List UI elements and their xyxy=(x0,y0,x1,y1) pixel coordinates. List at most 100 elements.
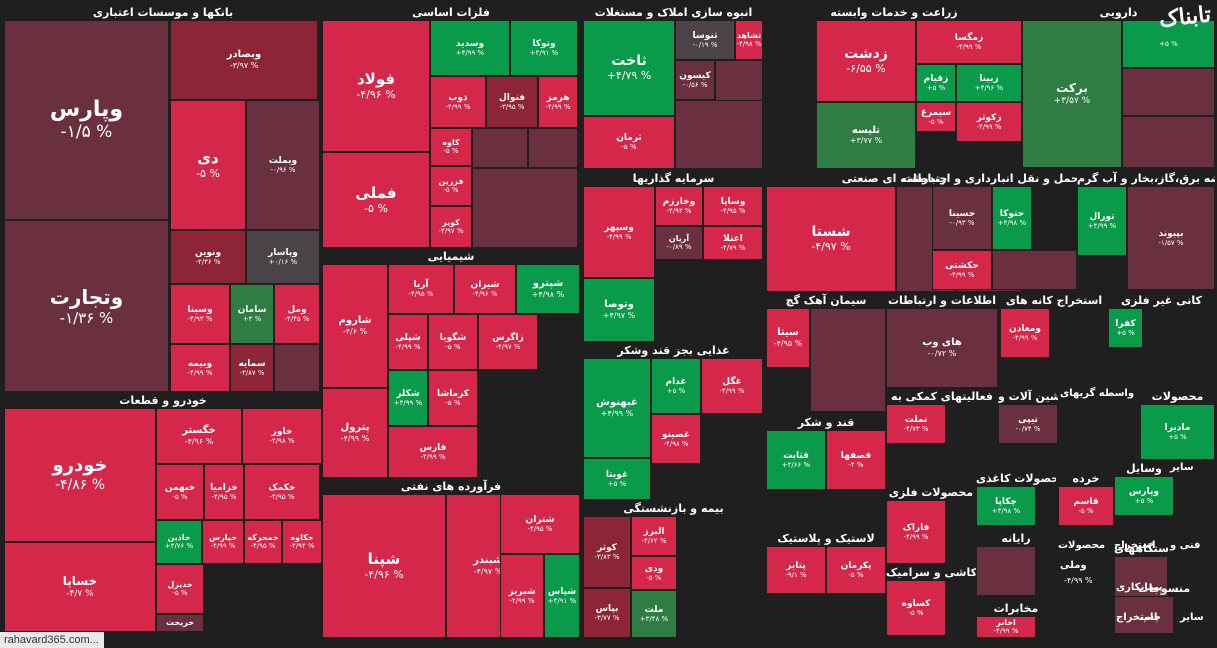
stock-tile[interactable]: حتوکا +۴/۹۸ % xyxy=(992,186,1032,250)
stock-tile[interactable] xyxy=(472,168,578,248)
stock-tile[interactable]: هرمز -۴/۹۹ % xyxy=(538,76,578,128)
stock-tile[interactable]: زدشت -۶/۵۵ % xyxy=(816,20,916,102)
stock-tile[interactable]: خبهمن -۵ % xyxy=(156,464,204,520)
stock-tile[interactable]: وتجارت -۱/۳۶ % xyxy=(4,220,169,392)
stock-tile[interactable]: زکوثر -۴/۹۹ % xyxy=(956,102,1022,142)
stock-tile[interactable]: فارس -۴/۹۹ % xyxy=(388,426,478,478)
stock-tile[interactable]: کوثر -۳/۸۳ % xyxy=(583,516,631,588)
stock-tile[interactable]: وساپا -۴/۹۵ % xyxy=(703,186,763,226)
stock-tile[interactable]: شپلی -۴/۹۹ % xyxy=(388,314,428,370)
stock-tile[interactable]: کویر -۴/۹۷ % xyxy=(430,206,472,248)
stock-tile[interactable] xyxy=(528,128,578,168)
stock-tile[interactable]: زقیام +۵ % xyxy=(916,64,956,102)
stock-tile[interactable]: ومعادن -۴/۹۹ % xyxy=(1000,308,1050,358)
stock-tile[interactable]: شپاس +۴/۹۱ % xyxy=(544,554,580,638)
stock-tile[interactable] xyxy=(675,100,763,169)
stock-tile[interactable]: فملی -۵ % xyxy=(322,152,430,248)
stock-tile[interactable]: وپاسار +۰/۱۶ % xyxy=(246,230,320,284)
stock-tile[interactable]: شپترو +۴/۹۸ % xyxy=(516,264,580,314)
stock-tile[interactable]: آریان -۰/۸۹ % xyxy=(655,226,703,260)
stock-tile[interactable]: شکلر +۴/۹۹ % xyxy=(388,370,428,426)
stock-tile[interactable] xyxy=(1122,116,1215,168)
stock-tile[interactable]: وپارس +۵ % xyxy=(1114,476,1174,516)
stock-tile[interactable]: کساوه -۵ % xyxy=(886,580,946,636)
stock-tile[interactable]: شتران -۴/۹۵ % xyxy=(500,494,580,554)
stock-tile[interactable]: خپارس -۴/۹۹ % xyxy=(202,520,244,564)
stock-tile[interactable]: سمایه -۳/۸۷ % xyxy=(230,344,274,392)
stock-tile[interactable]: بپاس -۳/۷۷ % xyxy=(583,588,631,638)
stock-tile[interactable]: ثشاهد -۴/۹۸ % xyxy=(735,20,763,60)
stock-tile[interactable]: خساپا -۴/۷ % xyxy=(4,542,156,632)
stock-tile[interactable]: حسینا -۰/۹۳ % xyxy=(932,186,992,250)
stock-tile[interactable]: سامان +۳ % xyxy=(230,284,274,344)
stock-tile[interactable]: ذوب -۴/۹۹ % xyxy=(430,76,486,128)
stock-tile[interactable]: غصینو -۴/۹۸ % xyxy=(651,414,701,464)
stock-tile[interactable]: فزرین -۵ % xyxy=(430,166,472,206)
stock-tile[interactable]: ثنوسا -۰/۱۹ % xyxy=(675,20,735,60)
stock-tile[interactable]: وتوکا +۴/۹۱ % xyxy=(510,20,578,76)
stock-tile[interactable]: +۵ % xyxy=(1122,20,1215,68)
stock-tile[interactable]: شپنا -۴/۹۶ % xyxy=(322,494,446,638)
stock-tile[interactable]: شیران -۴/۹۶ % xyxy=(454,264,516,314)
stock-tile[interactable]: ثرمان -۵ % xyxy=(583,116,675,169)
stock-tile[interactable]: تورال +۴/۹۹ % xyxy=(1077,186,1127,256)
stock-tile[interactable]: کفرا +۵ % xyxy=(1108,308,1143,348)
stock-tile[interactable]: کیسون -۰/۵۶ % xyxy=(675,60,715,100)
stock-tile[interactable]: زاگرس -۴/۹۷ % xyxy=(478,314,538,370)
stock-tile[interactable]: شبریز -۴/۹۹ % xyxy=(500,554,544,638)
stock-tile[interactable]: زمگسا -۴/۹۹ % xyxy=(916,20,1022,64)
stock-tile[interactable]: آریا -۴/۹۵ % xyxy=(388,264,454,314)
stock-tile[interactable]: تلیسه +۳/۷۷ % xyxy=(816,102,916,169)
stock-tile[interactable]: وخارزم -۴/۹۳ % xyxy=(655,186,703,226)
stock-tile[interactable] xyxy=(1114,596,1174,634)
stock-tile[interactable]: برکت +۳/۵۷ % xyxy=(1022,20,1122,168)
stock-tile[interactable] xyxy=(810,308,886,412)
stock-tile[interactable]: وتوصا +۴/۹۷ % xyxy=(583,278,655,342)
stock-tile[interactable]: بپیوند -۱/۵۷ % xyxy=(1127,186,1215,290)
stock-tile[interactable]: خودرو -۴/۸۶ % xyxy=(4,408,156,542)
stock-tile[interactable]: ونوین -۲/۳۶ % xyxy=(170,230,246,284)
stock-tile[interactable]: وپارس -۱/۵ % xyxy=(4,20,169,220)
stock-tile[interactable]: اعتلا -۴/۷۹ % xyxy=(703,226,763,260)
stock-tile[interactable] xyxy=(274,344,320,392)
stock-tile[interactable]: ودی -۵ % xyxy=(631,556,677,590)
stock-tile[interactable]: شاروم -۴/۶ % xyxy=(322,264,388,388)
stock-tile[interactable]: ثاخت +۴/۷۹ % xyxy=(583,20,675,116)
stock-tile[interactable] xyxy=(992,250,1077,290)
stock-tile[interactable]: تملت -۴/۷۳ % xyxy=(886,404,946,444)
stock-tile[interactable]: خزامیا -۴/۹۵ % xyxy=(204,464,244,520)
stock-tile[interactable]: چکاپا +۴/۹۸ % xyxy=(976,486,1036,526)
stock-tile[interactable]: وسدید +۴/۹۹ % xyxy=(430,20,510,76)
stock-tile[interactable]: تیپی -۰/۷۴ % xyxy=(998,404,1058,444)
stock-tile[interactable]: غگل -۴/۹۹ % xyxy=(701,358,763,414)
stock-tile[interactable]: غدام +۵ % xyxy=(651,358,701,414)
stock-tile[interactable]: سیمرغ -۵ % xyxy=(916,102,956,132)
stock-tile[interactable] xyxy=(976,546,1036,596)
stock-tile[interactable]: کرماشا -۵ % xyxy=(428,370,478,426)
stock-tile[interactable]: وسپهر -۴/۹۹ % xyxy=(583,186,655,278)
stock-tile[interactable]: مادیرا +۵ % xyxy=(1140,404,1215,460)
stock-tile[interactable]: پترول -۴/۹۹ % xyxy=(322,388,388,478)
stock-tile[interactable]: غویتا +۵ % xyxy=(583,458,651,500)
stock-tile[interactable]: وسینا -۴/۹۳ % xyxy=(170,284,230,344)
stock-tile[interactable]: اخابر -۴/۹۹ % xyxy=(976,616,1036,638)
stock-tile[interactable]: خاذین +۴/۷۶ % xyxy=(156,520,202,564)
stock-tile[interactable]: خگستر -۴/۹۶ % xyxy=(156,408,242,464)
stock-tile[interactable]: قثابت +۴/۶۶ % xyxy=(766,430,826,490)
stock-tile[interactable]: پتایر -۹/۱ % xyxy=(766,546,826,594)
stock-tile[interactable]: خدیزل -۵ % xyxy=(156,564,204,614)
stock-tile[interactable]: فاراک -۴/۹۹ % xyxy=(886,500,946,564)
stock-tile[interactable]: حکشتی -۴/۹۹ % xyxy=(932,250,992,290)
stock-tile[interactable]: خریخت xyxy=(156,614,204,632)
stock-tile[interactable]: زبینا +۴/۹۶ % xyxy=(956,64,1022,102)
stock-tile[interactable]: وبملت -۰/۹۶ % xyxy=(246,100,320,230)
stock-tile[interactable]: قاسم -۵ % xyxy=(1058,486,1114,526)
stock-tile[interactable]: ومل -۴/۴۵ % xyxy=(274,284,320,344)
stock-tile[interactable]: سیتا -۴/۹۵ % xyxy=(766,308,810,368)
stock-tile[interactable]: قصفها -۴ % xyxy=(826,430,886,490)
stock-tile[interactable]: وبصادر -۳/۹۷ % xyxy=(170,20,318,100)
stock-tile[interactable]: خکمک -۴/۹۵ % xyxy=(244,464,320,520)
stock-tile[interactable]: فنوال -۳/۹۵ % xyxy=(486,76,538,128)
stock-tile[interactable]: دی -۵ % xyxy=(170,100,246,230)
stock-tile[interactable]: وبیمه -۴/۹۹ % xyxy=(170,344,230,392)
